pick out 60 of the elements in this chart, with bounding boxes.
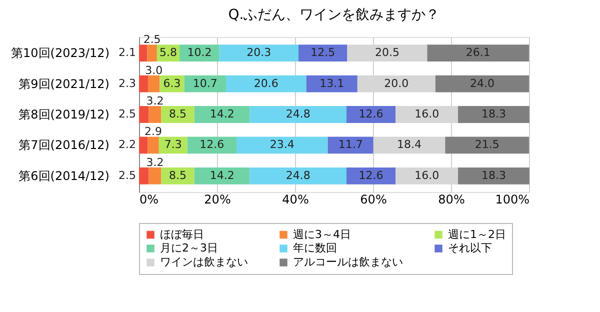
data-label: 8.5 <box>169 168 187 182</box>
data-label: 2.9 <box>144 125 162 138</box>
data-label: 8.5 <box>169 108 187 120</box>
y-tick-label: 第7回(2016/12) <box>18 138 110 152</box>
legend-label: 月に2～3日 <box>160 242 218 254</box>
data-label: 3.0 <box>145 64 163 77</box>
data-label: 18.3 <box>481 168 506 182</box>
data-label: 6.3 <box>163 76 181 90</box>
data-label: 5.8 <box>160 46 177 60</box>
data-label: 23.4 <box>270 138 294 152</box>
data-label: 26.1 <box>466 46 490 60</box>
data-label: 3.2 <box>146 156 164 169</box>
data-label: 3.2 <box>146 94 164 108</box>
data-label: 14.2 <box>210 108 234 120</box>
data-label: 16.0 <box>414 168 440 182</box>
data-label: 24.8 <box>286 168 310 182</box>
y-tick-label: 第6回(2014/12) <box>18 168 110 183</box>
data-label: 10.7 <box>192 76 218 90</box>
data-label: 11.7 <box>338 138 363 152</box>
legend-label: 年に数回 <box>293 242 337 254</box>
data-label: 2.1 <box>118 46 136 60</box>
data-label: 12.6 <box>200 138 224 152</box>
data-label: 16.0 <box>414 108 440 120</box>
legend-label: ほぼ毎日 <box>160 228 204 241</box>
y-tick-label: 第10回(2023/12) <box>11 46 110 60</box>
data-label: 20.3 <box>246 46 272 60</box>
legend-label: アルコールは飲まない <box>293 256 403 268</box>
legend-label: ワインは飲まない <box>160 256 248 268</box>
data-label: 7.3 <box>164 138 182 152</box>
data-label: 18.4 <box>397 138 422 152</box>
data-label: 2.3 <box>118 76 136 90</box>
data-label: 10.2 <box>187 46 212 60</box>
data-label: 2.2 <box>118 138 136 152</box>
data-label: 12.5 <box>310 46 336 60</box>
data-label: 20.5 <box>374 46 400 60</box>
x-tick-label: 20% <box>204 192 231 206</box>
data-label: 13.1 <box>320 76 344 90</box>
data-label: 2.5 <box>118 108 136 120</box>
data-label: 14.2 <box>210 168 234 182</box>
x-tick-label: 0% <box>140 192 159 206</box>
legend-label: 週に1～2日 <box>448 228 506 241</box>
legend-label: それ以下 <box>448 242 492 254</box>
data-label: 2.5 <box>143 33 161 46</box>
data-label: 20.6 <box>254 76 278 90</box>
x-tick-label: 100% <box>495 192 530 206</box>
x-tick-label: 40% <box>282 192 309 206</box>
chart-title: Q.ふだん、ワインを飲みますか？ <box>228 7 440 24</box>
data-label: 2.5 <box>118 168 136 182</box>
data-label: 12.6 <box>358 108 384 120</box>
data-label: 24.0 <box>470 76 494 90</box>
y-tick-label: 第8回(2019/12) <box>18 108 110 122</box>
data-label: 21.5 <box>474 138 500 152</box>
data-label: 24.8 <box>286 108 310 120</box>
data-label: 18.3 <box>481 108 506 120</box>
x-tick-label: 60% <box>360 192 387 206</box>
legend-label: 週に3～4日 <box>293 228 351 241</box>
data-label: 20.0 <box>384 76 409 90</box>
x-tick-label: 80% <box>438 192 465 206</box>
data-label: 12.6 <box>358 168 384 182</box>
y-tick-label: 第9回(2021/12) <box>18 76 110 91</box>
